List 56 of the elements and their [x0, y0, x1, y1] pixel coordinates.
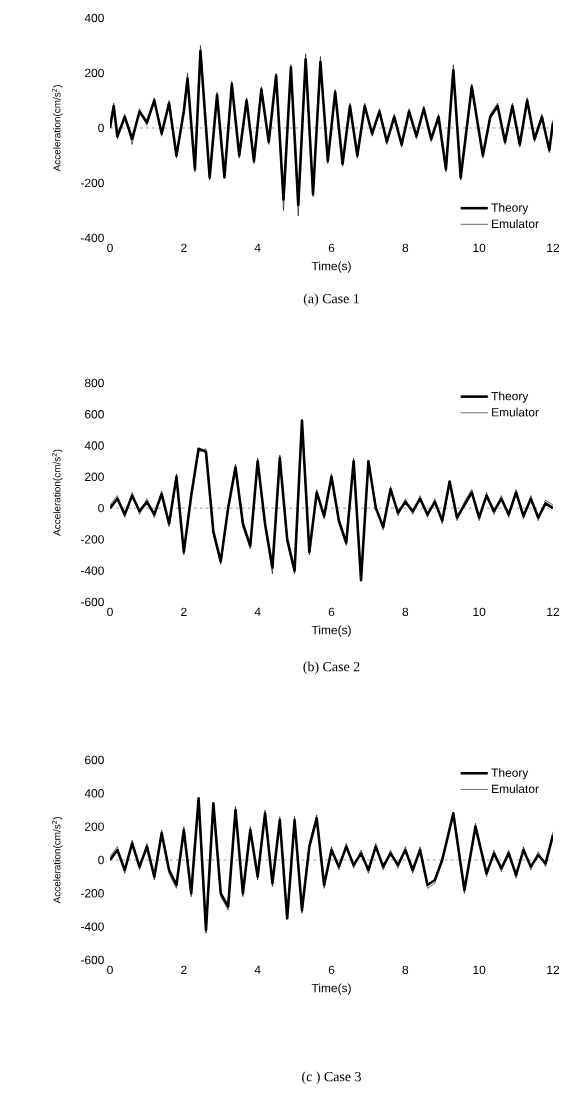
- x-tick-label: 0: [107, 607, 113, 617]
- x-tick-label: 4: [254, 965, 261, 974]
- y-tick-label: 200: [85, 68, 104, 78]
- x-tick-label: 10: [473, 243, 486, 253]
- y-tick-label: 200: [85, 472, 104, 482]
- x-axis-title: Time(s): [311, 261, 351, 273]
- y-tick-label: 600: [85, 755, 104, 765]
- y-axis-title: Acceleration(cm/s$^{2}$): [51, 817, 63, 904]
- text: (b) Case 2: [303, 661, 360, 675]
- legend-label: Emulator: [492, 407, 539, 417]
- y-tick-label: 200: [85, 822, 104, 831]
- x-tick-label: 0: [107, 243, 113, 253]
- x-tick-label: 8: [402, 965, 409, 975]
- x-tick-label: 0: [107, 965, 113, 975]
- x-tick-label: 12: [547, 243, 560, 252]
- y-tick-label: 400: [84, 789, 104, 798]
- x-tick-label: 2: [181, 607, 187, 616]
- legend-label: Theory: [491, 203, 529, 215]
- y-tick-label: 400: [84, 13, 104, 23]
- x-axis-title: Time(s): [311, 983, 351, 995]
- y-tick-label: -600: [80, 597, 104, 607]
- x-tick-label: 4: [254, 243, 261, 252]
- y-tick-label: 0: [98, 855, 104, 865]
- x-tick-label: 6: [328, 965, 335, 975]
- legend-label: Emulator: [492, 219, 539, 229]
- y-tick-label: 0: [98, 503, 104, 513]
- x-tick-label: 2: [181, 243, 187, 252]
- y-tick-label: -400: [80, 233, 104, 243]
- y-tick-label: -200: [80, 889, 104, 898]
- y-tick-label: -400: [80, 922, 104, 931]
- x-tick-label: 6: [328, 243, 335, 253]
- y-tick-label: 800: [84, 378, 104, 388]
- x-tick-label: 2: [181, 965, 187, 974]
- legend-label: Emulator: [492, 784, 539, 794]
- legend-label: Theory: [491, 391, 529, 403]
- y-tick-label: 600: [85, 410, 104, 419]
- x-tick-label: 10: [473, 607, 486, 617]
- text: (c ) Case 3: [302, 1071, 361, 1085]
- y-tick-label: -400: [80, 566, 104, 575]
- text: (a) Case 1: [303, 293, 359, 307]
- legend-label: Theory: [491, 768, 529, 780]
- y-tick-label: -600: [80, 955, 104, 965]
- y-tick-label: 0: [98, 123, 104, 133]
- x-tick-label: 6: [328, 607, 335, 617]
- x-tick-label: 4: [254, 607, 261, 616]
- x-axis-title: Time(s): [311, 625, 351, 637]
- y-tick-label: 400: [84, 441, 104, 450]
- y-tick-label: -200: [80, 535, 104, 544]
- y-axis-title: Acceleration(cm/s$^{2}$): [51, 449, 63, 536]
- y-axis-title: Acceleration(cm/s$^{2}$): [51, 85, 63, 172]
- x-tick-label: 12: [547, 965, 560, 974]
- x-tick-label: 10: [473, 965, 486, 975]
- y-tick-label: -200: [80, 178, 104, 188]
- x-tick-label: 8: [402, 243, 409, 253]
- x-tick-label: 12: [547, 607, 560, 616]
- x-tick-label: 8: [402, 607, 409, 617]
